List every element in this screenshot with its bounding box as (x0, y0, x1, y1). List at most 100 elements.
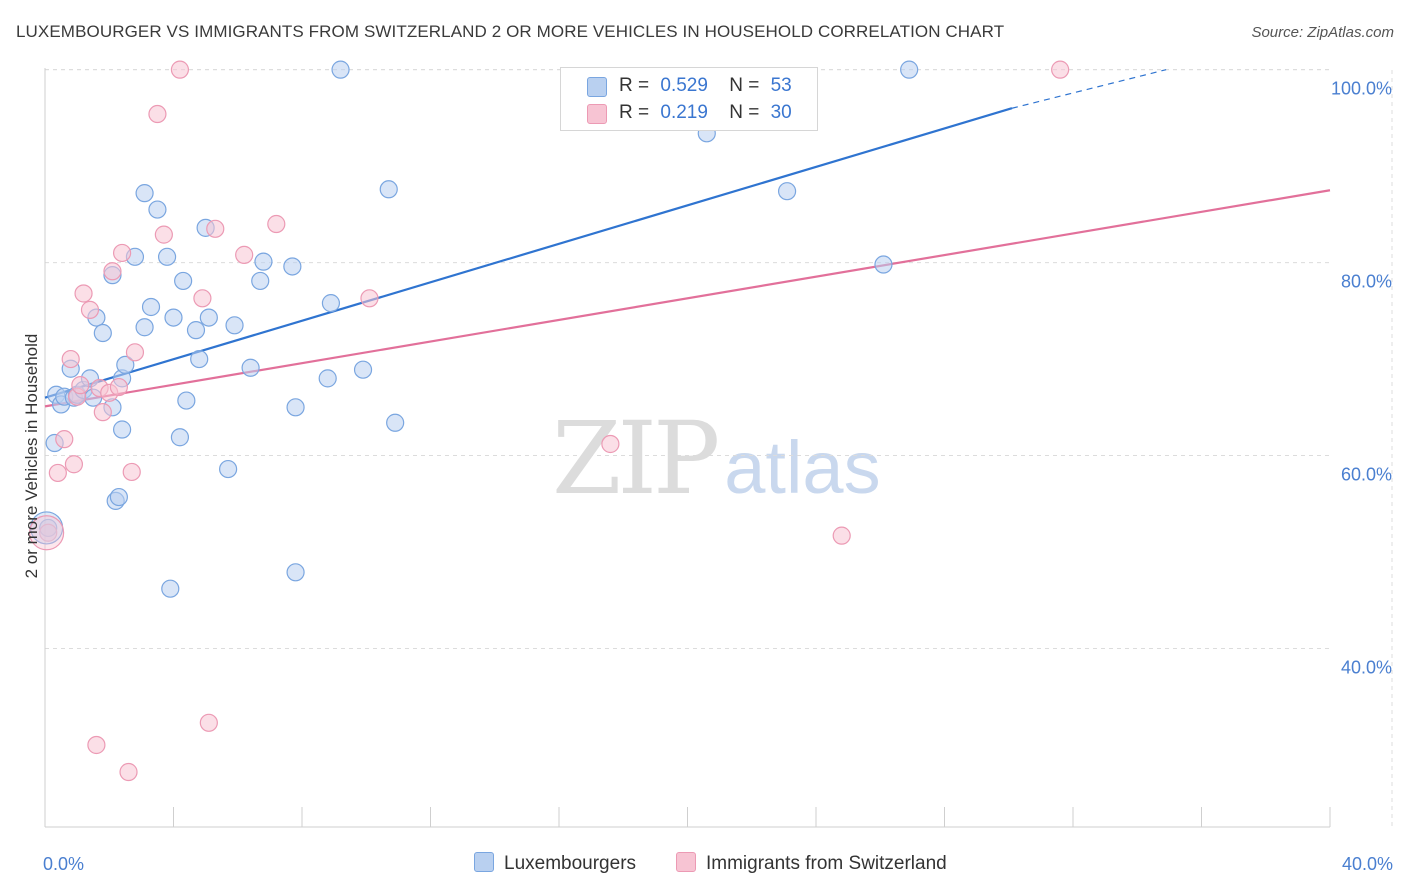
point-luxembourgers (225, 316, 244, 335)
point-luxembourgers (900, 60, 919, 79)
point-luxembourgers (170, 428, 190, 447)
point-luxembourgers (174, 271, 193, 291)
point-luxembourgers (219, 459, 238, 479)
point-switzerland (80, 300, 100, 319)
point-switzerland (48, 463, 67, 483)
point-luxembourgers (379, 180, 398, 199)
trend-line-switzerland (44, 189, 1331, 408)
point-luxembourgers (251, 271, 270, 291)
point-luxembourgers (164, 308, 183, 327)
point-switzerland (64, 455, 84, 474)
trend-line-luxembourgers-extension (1011, 69, 1167, 109)
point-luxembourgers (331, 60, 350, 79)
x-tick-label: 0.0% (43, 854, 84, 874)
point-luxembourgers (116, 355, 135, 374)
legend-stats-luxembourgers: R = 0.529 N = 53 (619, 75, 792, 97)
point-luxembourgers (157, 247, 177, 266)
point-switzerland (1051, 60, 1070, 79)
point-luxembourgers (112, 420, 132, 439)
legend-n-value: 30 (770, 102, 792, 123)
axes (44, 68, 1331, 828)
x-tick-labels: 0.0% 40.0% (43, 854, 1393, 874)
y-tick-label: 60.0% (1341, 465, 1392, 485)
bottom-legend-label-switzerland: Immigrants from Switzerland (706, 853, 947, 874)
y-tick-labels: 40.0% 60.0% 80.0% 100.0% (1331, 79, 1392, 678)
point-luxembourgers (135, 318, 154, 337)
point-luxembourgers (777, 182, 797, 201)
point-luxembourgers (190, 349, 209, 369)
source-credit: Source: ZipAtlas.com (1251, 24, 1394, 41)
point-switzerland (87, 735, 106, 755)
point-switzerland (61, 349, 80, 369)
point-luxembourgers (141, 297, 161, 317)
legend-r-value: 0.219 (660, 102, 708, 123)
point-switzerland (55, 430, 74, 449)
point-luxembourgers (199, 308, 218, 327)
bottom-legend-swatch-blue (474, 852, 494, 872)
watermark-zip: ZIP (552, 400, 720, 517)
point-switzerland (125, 343, 145, 362)
point-luxembourgers (186, 321, 206, 340)
grid-lines (45, 69, 1393, 827)
point-switzerland (154, 225, 173, 244)
point-luxembourgers (148, 200, 167, 219)
point-switzerland (193, 289, 212, 308)
legend-r-value: 0.529 (660, 75, 708, 96)
point-switzerland (148, 104, 167, 124)
point-switzerland (206, 219, 225, 238)
legend: R = 0.529 N = 53 R = 0.219 N = 30 (560, 67, 818, 131)
point-switzerland (360, 289, 379, 308)
point-luxembourgers (386, 413, 405, 432)
bottom-legend-swatch-pink (676, 852, 696, 872)
legend-swatch-blue (587, 77, 607, 97)
point-luxembourgers (286, 563, 305, 582)
x-tick-label: 40.0% (1342, 854, 1393, 874)
point-switzerland (74, 284, 93, 303)
bottom-legend-label-luxembourgers: Luxembourgers (504, 853, 637, 874)
point-switzerland (103, 262, 122, 281)
point-switzerland (112, 243, 132, 263)
legend-n-label: N = (729, 75, 760, 96)
legend-n-label: N = (729, 102, 760, 123)
point-luxembourgers (353, 360, 373, 379)
point-luxembourgers (135, 184, 154, 203)
point-luxembourgers (93, 323, 112, 343)
legend-n-value: 53 (770, 75, 792, 96)
point-switzerland-cluster (29, 515, 65, 551)
point-luxembourgers (874, 255, 893, 274)
point-switzerland (601, 434, 620, 454)
point-luxembourgers (318, 369, 337, 388)
point-switzerland (71, 376, 90, 395)
point-luxembourgers (109, 487, 128, 507)
y-tick-label: 40.0% (1341, 658, 1392, 678)
legend-r-label: R = (619, 75, 650, 96)
y-tick-label: 100.0% (1331, 79, 1392, 99)
y-axis-label: 2 or more Vehicles in Household (22, 334, 41, 579)
watermark: ZIP atlas (552, 400, 881, 517)
point-switzerland (119, 762, 138, 782)
y-tick-label: 80.0% (1341, 272, 1392, 292)
chart-title: LUXEMBOURGER VS IMMIGRANTS FROM SWITZERL… (16, 22, 1005, 41)
point-switzerland (199, 713, 218, 732)
legend-stats-switzerland: R = 0.219 N = 30 (619, 102, 792, 124)
point-switzerland (93, 403, 112, 422)
watermark-atlas: atlas (724, 426, 881, 509)
point-switzerland (39, 523, 58, 542)
point-luxembourgers (283, 257, 302, 276)
point-switzerland (122, 462, 141, 482)
point-switzerland (267, 214, 286, 234)
point-switzerland (170, 60, 190, 79)
bottom-legend-luxembourgers: Luxembourgers (474, 852, 636, 875)
legend-r-label: R = (619, 102, 650, 123)
legend-swatch-pink (587, 104, 607, 124)
point-luxembourgers (241, 358, 260, 377)
point-switzerland (235, 245, 254, 264)
point-luxembourgers (161, 579, 180, 598)
point-luxembourgers (254, 252, 273, 271)
data-points (29, 60, 1070, 782)
point-switzerland (109, 377, 128, 397)
point-luxembourgers (286, 398, 305, 417)
trend-line-luxembourgers (44, 107, 1013, 399)
bottom-legend-switzerland: Immigrants from Switzerland (676, 852, 947, 875)
